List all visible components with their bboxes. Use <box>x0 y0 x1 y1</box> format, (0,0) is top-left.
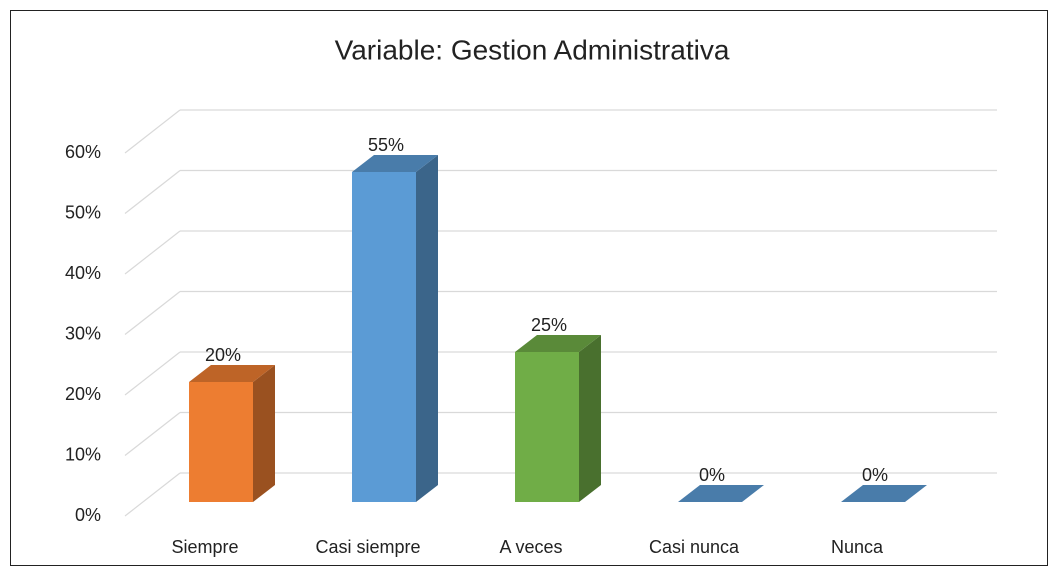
chart-title: Variable: Gestion Administrativa <box>335 34 730 65</box>
grid-line-side <box>124 351 181 396</box>
bar-top <box>352 155 438 172</box>
y-tick-label: 40% <box>65 263 101 283</box>
bar-top <box>678 485 764 502</box>
data-label: 25% <box>531 315 567 335</box>
x-tick-label: Nunca <box>831 537 884 557</box>
grid-line-side <box>124 170 181 214</box>
y-tick-label: 60% <box>65 142 101 162</box>
y-tick-label: 10% <box>65 444 101 464</box>
y-tick-label: 30% <box>65 323 101 343</box>
grid-line-side <box>124 230 181 275</box>
y-tick-label: 20% <box>65 384 101 404</box>
bar <box>189 382 253 502</box>
bar-top <box>189 365 275 382</box>
bar <box>515 352 579 502</box>
x-tick-label: Casi siempre <box>315 537 420 557</box>
grid-line-side <box>124 472 181 517</box>
grid-line-side <box>124 412 181 456</box>
data-label: 0% <box>699 465 725 485</box>
bar-top <box>515 335 601 352</box>
y-tick-label: 50% <box>65 202 101 222</box>
x-tick-label: Siempre <box>171 537 238 557</box>
bar-side <box>253 365 275 502</box>
grid-line-side <box>124 291 181 335</box>
bar <box>352 172 416 502</box>
x-tick-label: Casi nunca <box>649 537 740 557</box>
data-label: 20% <box>205 345 241 365</box>
bar-side <box>416 155 438 502</box>
grid-line-side <box>124 109 181 154</box>
bar-top <box>841 485 927 502</box>
y-tick-label: 0% <box>75 505 101 525</box>
data-label: 0% <box>862 465 888 485</box>
bar-side <box>579 335 601 502</box>
data-label: 55% <box>368 135 404 155</box>
x-tick-label: A veces <box>499 537 562 557</box>
